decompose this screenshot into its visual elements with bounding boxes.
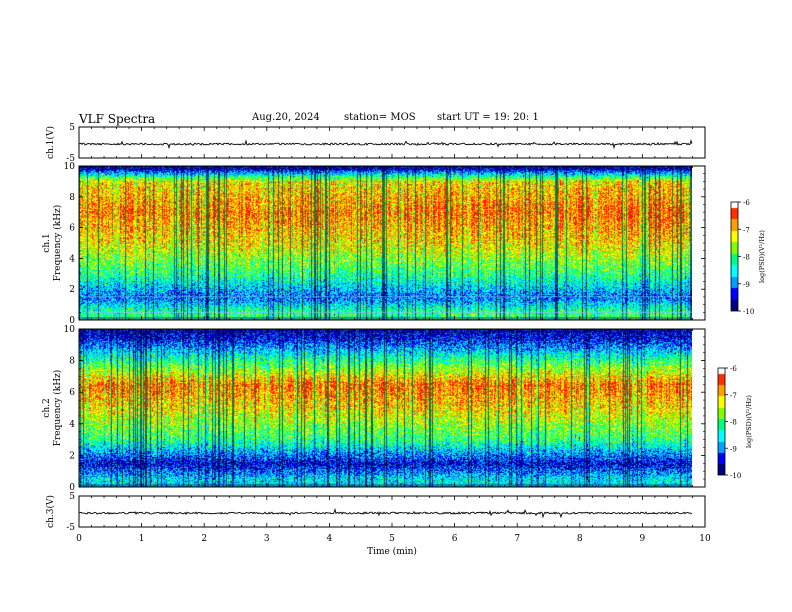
colorbar-label-text: log(PSD)(V²/Hz): [758, 230, 766, 283]
x-tick-label: 9: [640, 534, 646, 544]
colorbar-tick-label: -8: [730, 419, 737, 427]
colorbar-1-image: [731, 202, 738, 311]
x-tick-label: 2: [201, 534, 207, 544]
colorbar-tick-label: -10: [730, 472, 741, 480]
y-axis-label-text: ch.3(V): [45, 495, 56, 528]
y-axis-label-1: ch.1 Frequency (kHz): [42, 205, 63, 282]
y-axis-label-3: ch.3(V): [45, 495, 56, 528]
y-tick-label: 8: [69, 193, 75, 203]
colorbar-tick-label: -6: [743, 199, 750, 207]
spectrogram-ch1-image: [79, 166, 692, 320]
figure-start-time: start UT = 19: 20: 1: [437, 112, 539, 123]
y-tick-label: -5: [66, 523, 75, 533]
y-tick-label: 8: [69, 357, 75, 367]
figure-station: station= MOS: [344, 112, 416, 123]
y-tick-label: 0: [69, 316, 75, 326]
y-tick-label: 2: [69, 285, 75, 295]
y-axis-label-text: ch.1(V): [45, 126, 56, 159]
x-axis-title: Time (min): [367, 546, 417, 557]
y-tick-label: 5: [69, 492, 75, 502]
y-tick-label: 4: [69, 254, 75, 264]
colorbar-tick-label: -7: [743, 226, 750, 234]
y-axis-label-frequency: Frequency (kHz): [52, 370, 63, 447]
colorbar-tick-label: -8: [743, 254, 750, 262]
spectrogram-ch2-image: [79, 329, 692, 487]
y-tick-label: 5: [69, 123, 75, 133]
y-tick-label: 6: [69, 224, 75, 234]
y-axis-label-0: ch.1(V): [45, 126, 56, 159]
y-tick-label: 10: [64, 162, 76, 172]
colorbar-tick-label: -10: [743, 308, 754, 316]
panel-frame-3: [78, 495, 706, 528]
y-tick-label: 4: [69, 420, 75, 430]
figure-title: VLF Spectra: [79, 112, 156, 126]
x-tick-label: 7: [514, 534, 520, 544]
colorbar-label-text: log(PSD)(V²/Hz): [745, 395, 753, 448]
y-tick-label: 6: [69, 388, 75, 398]
y-tick-label: 0: [69, 483, 75, 493]
waveform-ch1-line: [78, 139, 693, 150]
x-tick-label: 8: [577, 534, 583, 544]
x-tick-label: 1: [139, 534, 145, 544]
colorbar-tick-label: -7: [730, 392, 737, 400]
colorbar-1-label: log(PSD)(V²/Hz): [758, 230, 766, 283]
waveform-ch3-line: [78, 507, 693, 519]
x-tick-label: 5: [389, 534, 395, 544]
x-tick-label: 3: [264, 534, 270, 544]
x-tick-label: 6: [452, 534, 458, 544]
colorbar-tick-label: -9: [730, 445, 737, 453]
panel-frame-0: [78, 126, 706, 159]
y-tick-label: 2: [69, 451, 75, 461]
x-tick-label: 4: [327, 534, 333, 544]
y-tick-label: -5: [66, 154, 75, 164]
y-axis-label-frequency: Frequency (kHz): [52, 205, 63, 282]
colorbar-tick-label: -9: [743, 281, 750, 289]
x-tick-label: 0: [76, 534, 82, 544]
colorbar-2-label: log(PSD)(V²/Hz): [745, 395, 753, 448]
colorbar-tick-label: -6: [730, 365, 737, 373]
y-axis-label-channel: ch.1: [42, 233, 52, 252]
colorbar-2-image: [718, 368, 725, 475]
x-tick-label: 10: [699, 534, 711, 544]
figure-date: Aug.20, 2024: [252, 112, 320, 123]
y-axis-label-2: ch.2 Frequency (kHz): [42, 370, 63, 447]
y-tick-label: 10: [64, 325, 76, 335]
y-axis-label-channel: ch.2: [42, 398, 52, 417]
